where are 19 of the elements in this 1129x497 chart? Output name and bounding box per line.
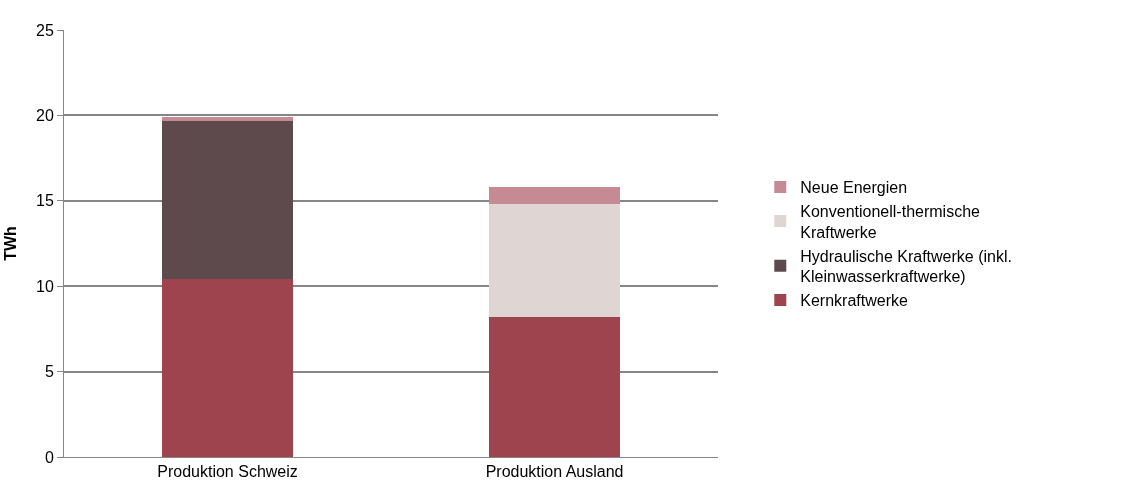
y-axis-title: TWh (1, 226, 19, 261)
bar (489, 187, 620, 205)
y-tick-label: 10 (36, 277, 54, 295)
bar (489, 316, 620, 457)
y-tick-label: 20 (36, 107, 54, 124)
bar (162, 117, 293, 121)
legend-label: Kernkraftwerke (800, 292, 908, 310)
legend-label: Konventionell-thermische Kraftwerke (800, 202, 981, 241)
y-tick-label: 15 (36, 192, 54, 210)
bar (162, 279, 293, 457)
y-tick-label: 0 (44, 448, 54, 466)
legend-label: Neue Energien (800, 179, 908, 197)
x-tick-label: Produktion Ausland (485, 463, 624, 481)
x-tick-label: Produktion Schweiz (157, 463, 298, 481)
y-tick-label: 25 (36, 21, 54, 39)
bar (162, 120, 293, 280)
bar (489, 204, 620, 317)
y-tick-label: 5 (44, 363, 54, 381)
legend-label: Hydraulische Kraftwerke (inkl. Kleinwasserkraftwerke) (800, 247, 1012, 286)
